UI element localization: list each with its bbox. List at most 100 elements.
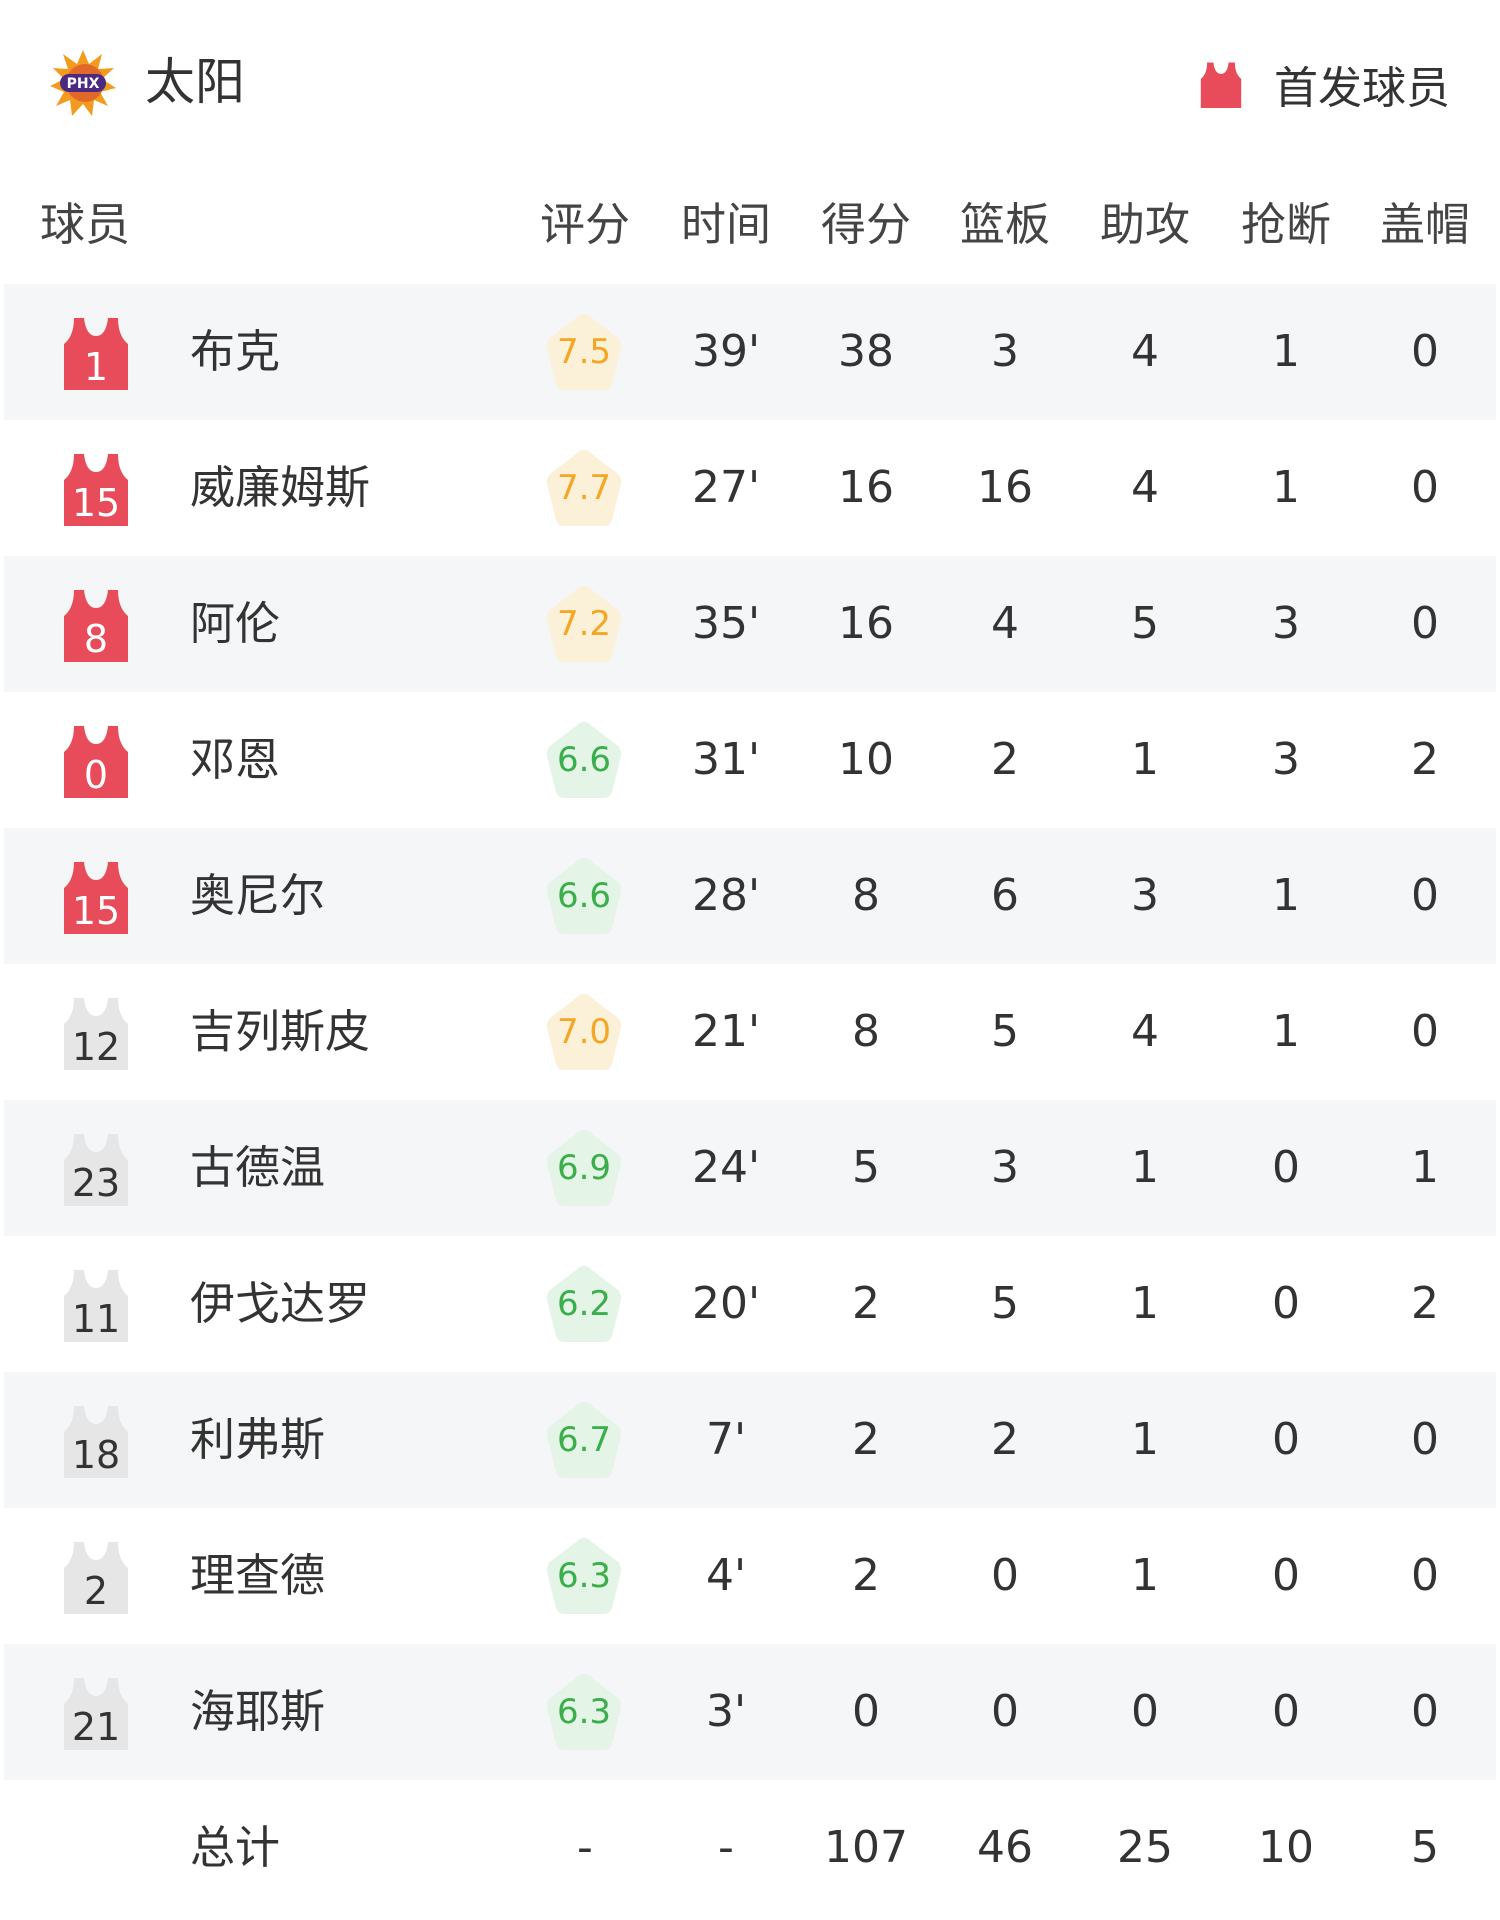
rating-badge: 6.7 [544,1400,624,1480]
column-header-player: 球员 [40,198,131,251]
jersey-icon [1200,62,1242,108]
stat-points: 38 [838,326,894,377]
column-header-steals[interactable]: 抢断 [1240,198,1331,251]
rating-value: 6.6 [556,876,612,916]
stat-points: 5 [852,1142,880,1193]
stat-steals: 1 [1272,462,1300,513]
rating-badge: 6.6 [544,720,624,800]
stat-time: 21' [691,1006,761,1057]
player-name[interactable]: 吉列斯皮 [190,1005,371,1058]
column-header-time[interactable]: 时间 [680,198,771,251]
stat-assists: 4 [1131,462,1159,513]
rating-value: 7.2 [556,604,612,644]
stat-points: 2 [852,1278,880,1329]
stat-blocks: 0 [1411,1550,1439,1601]
total-time: - [718,1822,734,1873]
stat-blocks: 0 [1411,326,1439,377]
player-name[interactable]: 邓恩 [190,733,281,786]
stat-points: 2 [852,1414,880,1465]
stat-time: 20' [691,1278,761,1329]
stat-steals: 0 [1272,1414,1300,1465]
rating-badge: 6.9 [544,1128,624,1208]
legend-label: 首发球员 [1274,63,1450,114]
stat-rebounds: 2 [991,734,1019,785]
total-steals: 10 [1258,1822,1314,1873]
rating-value: 6.9 [556,1148,612,1188]
stat-blocks: 2 [1411,734,1439,785]
player-row[interactable]: 21 海耶斯 6.3 3' 0 0 0 0 0 [4,1644,1496,1780]
player-row[interactable]: 1 布克 7.5 39' 38 3 4 1 0 [4,284,1496,420]
stat-time: 31' [691,734,761,785]
total-assists: 25 [1117,1822,1173,1873]
jersey-icon: 15 [60,450,132,526]
stat-points: 16 [838,462,894,513]
stat-steals: 1 [1272,870,1300,921]
jersey-icon: 1 [60,314,132,390]
team-header: PHX 太阳 首发球员 [0,40,1500,124]
svg-text:PHX: PHX [67,76,100,92]
stat-rebounds: 5 [991,1006,1019,1057]
stat-rebounds: 0 [991,1686,1019,1737]
column-header-points[interactable]: 得分 [820,198,911,251]
jersey-number: 0 [83,753,109,797]
jersey-number: 2 [83,1569,109,1613]
stat-blocks: 0 [1411,598,1439,649]
column-header-assists[interactable]: 助攻 [1099,198,1190,251]
jersey-number: 21 [71,1705,121,1749]
player-row[interactable]: 2 理查德 6.3 4' 2 0 1 0 0 [4,1508,1496,1644]
stat-steals: 3 [1272,598,1300,649]
jersey-number: 23 [71,1161,121,1205]
stat-time: 24' [691,1142,761,1193]
player-row[interactable]: 15 奥尼尔 6.6 28' 8 6 3 1 0 [4,828,1496,964]
column-header-rating[interactable]: 评分 [539,198,630,251]
stat-blocks: 1 [1411,1142,1439,1193]
player-name[interactable]: 阿伦 [190,597,281,650]
player-row[interactable]: 8 阿伦 7.2 35' 16 4 5 3 0 [4,556,1496,692]
stat-assists: 4 [1131,326,1159,377]
player-row[interactable]: 12 吉列斯皮 7.0 21' 8 5 4 1 0 [4,964,1496,1100]
player-row[interactable]: 18 利弗斯 6.7 7' 2 2 1 0 0 [4,1372,1496,1508]
rating-value: 7.5 [556,332,612,372]
player-row[interactable]: 23 古德温 6.9 24' 5 3 1 0 1 [4,1100,1496,1236]
stat-steals: 0 [1272,1278,1300,1329]
stat-assists: 1 [1131,1550,1159,1601]
player-row[interactable]: 11 伊戈达罗 6.2 20' 2 5 1 0 2 [4,1236,1496,1372]
stat-blocks: 0 [1411,870,1439,921]
player-row[interactable]: 0 邓恩 6.6 31' 10 2 1 3 2 [4,692,1496,828]
rating-badge: 6.6 [544,856,624,936]
stat-assists: 1 [1131,734,1159,785]
team-logo: PHX [50,50,116,116]
stat-points: 2 [852,1550,880,1601]
jersey-number: 11 [71,1297,121,1341]
jersey-icon: 21 [60,1674,132,1750]
rating-badge: 7.7 [544,448,624,528]
stat-points: 0 [852,1686,880,1737]
stat-time: 39' [691,326,761,377]
player-name[interactable]: 古德温 [190,1141,326,1194]
player-name[interactable]: 理查德 [190,1549,326,1602]
player-name[interactable]: 海耶斯 [190,1685,326,1738]
stat-blocks: 0 [1411,462,1439,513]
stat-steals: 3 [1272,734,1300,785]
stat-steals: 0 [1272,1142,1300,1193]
player-name[interactable]: 布克 [190,325,281,378]
totals-label: 总计 [190,1821,281,1874]
jersey-number: 1 [83,345,109,389]
stat-time: 35' [691,598,761,649]
player-name[interactable]: 利弗斯 [190,1413,326,1466]
jersey-icon: 23 [60,1130,132,1206]
stat-time: 28' [691,870,761,921]
rating-value: 6.2 [556,1284,612,1324]
player-name[interactable]: 奥尼尔 [190,869,326,922]
rating-badge: 7.2 [544,584,624,664]
player-name[interactable]: 威廉姆斯 [190,461,371,514]
jersey-number: 12 [71,1025,121,1069]
column-header-blocks[interactable]: 盖帽 [1379,198,1470,251]
jersey-icon: 18 [60,1402,132,1478]
column-header-rebounds[interactable]: 篮板 [959,198,1050,251]
player-row[interactable]: 15 威廉姆斯 7.7 27' 16 16 4 1 0 [4,420,1496,556]
stat-steals: 0 [1272,1686,1300,1737]
stat-time: 4' [705,1550,747,1601]
stat-rebounds: 0 [991,1550,1019,1601]
player-name[interactable]: 伊戈达罗 [190,1277,371,1330]
